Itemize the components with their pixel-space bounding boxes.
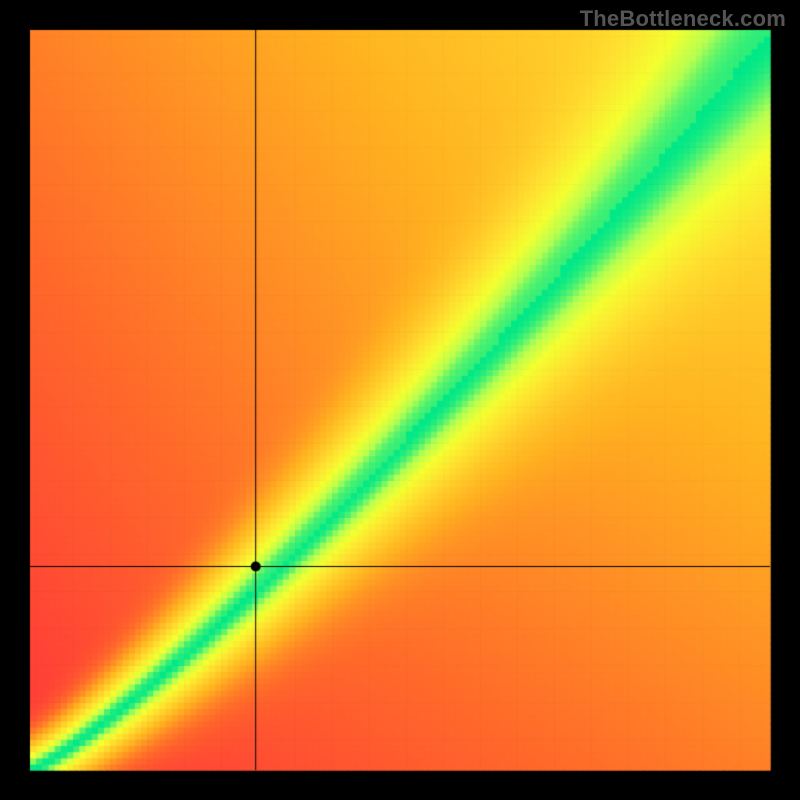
- heatmap-canvas: [0, 0, 800, 800]
- chart-container: { "watermark": { "text": "TheBottleneck.…: [0, 0, 800, 800]
- watermark-text: TheBottleneck.com: [580, 6, 786, 32]
